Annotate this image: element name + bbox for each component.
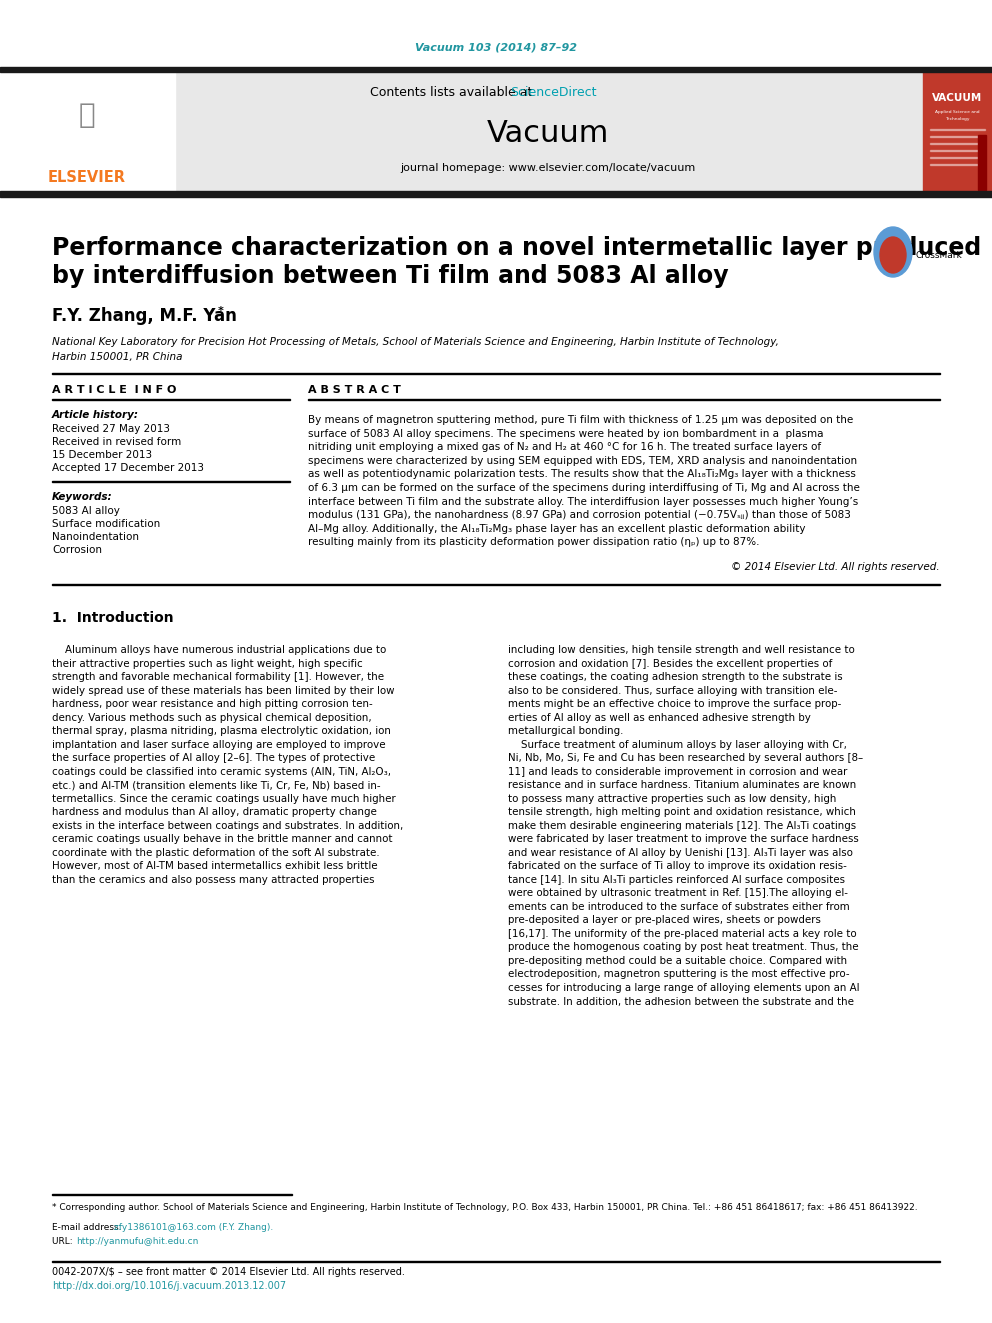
Text: Surface modification: Surface modification xyxy=(52,519,161,529)
Text: National Key Laboratory for Precision Hot Processing of Metals, School of Materi: National Key Laboratory for Precision Ho… xyxy=(52,337,779,347)
Bar xyxy=(175,71,923,192)
Text: * Corresponding author. School of Materials Science and Engineering, Harbin Inst: * Corresponding author. School of Materi… xyxy=(52,1203,918,1212)
Text: journal homepage: www.elsevier.com/locate/vacuum: journal homepage: www.elsevier.com/locat… xyxy=(401,163,695,173)
Text: 1.  Introduction: 1. Introduction xyxy=(52,611,174,624)
Text: Received in revised form: Received in revised form xyxy=(52,437,182,447)
Text: Performance characterization on a novel intermetallic layer produced: Performance characterization on a novel … xyxy=(52,235,981,261)
Bar xyxy=(0,71,175,192)
Text: Harbin 150001, PR China: Harbin 150001, PR China xyxy=(52,352,183,363)
Text: Contents lists available at: Contents lists available at xyxy=(370,86,537,99)
Text: 5083 Al alloy: 5083 Al alloy xyxy=(52,505,120,516)
Text: zfy1386101@163.com (F.Y. Zhang).: zfy1386101@163.com (F.Y. Zhang). xyxy=(114,1224,273,1233)
Ellipse shape xyxy=(880,237,906,273)
Text: Nanoindentation: Nanoindentation xyxy=(52,532,139,542)
Bar xyxy=(0,191,992,197)
Text: Accepted 17 December 2013: Accepted 17 December 2013 xyxy=(52,463,204,474)
Text: 🌲: 🌲 xyxy=(78,101,95,130)
Text: Article history:: Article history: xyxy=(52,410,139,419)
Text: Received 27 May 2013: Received 27 May 2013 xyxy=(52,423,170,434)
Text: Technology: Technology xyxy=(944,116,969,120)
Text: including low densities, high tensile strength and well resistance to
corrosion : including low densities, high tensile st… xyxy=(508,646,863,1007)
Bar xyxy=(978,135,986,191)
Text: F.Y. Zhang, M.F. Yan: F.Y. Zhang, M.F. Yan xyxy=(52,307,237,325)
Text: VACUUM: VACUUM xyxy=(931,93,982,103)
Bar xyxy=(923,71,992,192)
Text: ScienceDirect: ScienceDirect xyxy=(510,86,596,99)
Text: By means of magnetron sputtering method, pure Ti film with thickness of 1.25 μm : By means of magnetron sputtering method,… xyxy=(308,415,860,548)
Text: Keywords:: Keywords: xyxy=(52,492,113,501)
Text: Aluminum alloys have numerous industrial applications due to
their attractive pr: Aluminum alloys have numerous industrial… xyxy=(52,646,404,885)
Text: A R T I C L E  I N F O: A R T I C L E I N F O xyxy=(52,385,177,396)
Text: Vacuum 103 (2014) 87–92: Vacuum 103 (2014) 87–92 xyxy=(415,44,577,53)
Text: 15 December 2013: 15 December 2013 xyxy=(52,450,152,460)
Text: Vacuum: Vacuum xyxy=(487,119,609,147)
Ellipse shape xyxy=(874,228,912,277)
Text: © 2014 Elsevier Ltd. All rights reserved.: © 2014 Elsevier Ltd. All rights reserved… xyxy=(731,562,940,572)
Text: A B S T R A C T: A B S T R A C T xyxy=(308,385,401,396)
Text: E-mail address:: E-mail address: xyxy=(52,1224,124,1233)
Text: http://yanmufu@hit.edu.cn: http://yanmufu@hit.edu.cn xyxy=(76,1237,198,1245)
Text: CrossMark: CrossMark xyxy=(916,250,963,259)
Text: by interdiffusion between Ti film and 5083 Al alloy: by interdiffusion between Ti film and 50… xyxy=(52,265,729,288)
Text: Applied Science and: Applied Science and xyxy=(934,110,979,114)
Text: *: * xyxy=(218,306,224,316)
Text: Corrosion: Corrosion xyxy=(52,545,102,556)
Bar xyxy=(0,67,992,71)
Text: http://dx.doi.org/10.1016/j.vacuum.2013.12.007: http://dx.doi.org/10.1016/j.vacuum.2013.… xyxy=(52,1281,286,1291)
Text: 0042-207X/$ – see front matter © 2014 Elsevier Ltd. All rights reserved.: 0042-207X/$ – see front matter © 2014 El… xyxy=(52,1267,405,1277)
Text: ELSEVIER: ELSEVIER xyxy=(48,169,126,184)
Text: URL:: URL: xyxy=(52,1237,75,1245)
